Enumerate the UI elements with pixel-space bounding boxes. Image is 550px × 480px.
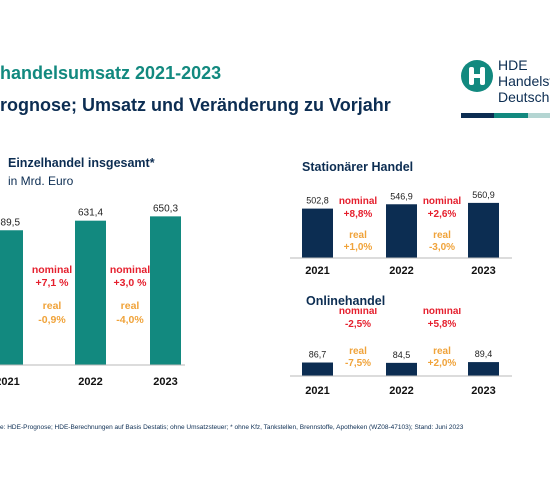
data-label: 589,5	[0, 217, 20, 228]
chart-title-einzelhandel: Einzelhandel insgesamt*	[8, 156, 155, 170]
data-label: 546,9	[390, 191, 413, 201]
real-label: real	[433, 230, 451, 241]
bar	[468, 202, 499, 258]
tick-label: 2022	[389, 385, 413, 397]
real-change: -3,0%	[429, 242, 455, 253]
tick-label: 2021	[305, 265, 329, 277]
tick-label: 2022	[389, 265, 413, 277]
data-label: 84,5	[393, 350, 411, 360]
data-label: 631,4	[78, 208, 103, 219]
real-label: real	[349, 230, 367, 241]
real-label: real	[43, 300, 62, 312]
nominal-label: nominal	[423, 308, 462, 317]
source-note: e: HDE-Prognose; HDE-Berechnungen auf Ba…	[0, 424, 464, 431]
logo-text-line2: Handelsv	[498, 73, 550, 89]
logo-text-line3: Deutsch	[498, 89, 550, 105]
data-label: 560,9	[472, 190, 495, 200]
tick-label: 2023	[471, 385, 495, 397]
bar	[150, 216, 181, 365]
tick-label: 2022	[78, 376, 102, 388]
real-change: +2,0%	[428, 358, 457, 369]
chart-online: 86,7 2021 84,5 2022 89,4 2023 nominal -2,5% real…	[290, 308, 512, 397]
tick-label: 2023	[471, 265, 495, 277]
real-label: real	[121, 300, 140, 312]
page-title: handelsumsatz 2021-2023	[0, 63, 222, 83]
nominal-change: -2,5%	[345, 319, 371, 330]
nominal-label: nominal	[339, 308, 378, 317]
logo-stripe	[528, 113, 550, 118]
real-change: -0,9%	[38, 314, 66, 326]
nominal-change: +3,0 %	[114, 277, 148, 289]
tick-label: 2023	[153, 376, 177, 388]
nominal-change: +5,8%	[428, 319, 457, 330]
real-change: -4,0%	[116, 314, 144, 326]
nominal-change: +2,6%	[428, 209, 457, 220]
logo-stripe	[494, 113, 528, 118]
logo-text-line1: HDE	[498, 57, 528, 73]
data-label: 650,3	[153, 203, 178, 214]
real-label: real	[433, 346, 451, 357]
nominal-label: nominal	[423, 196, 462, 207]
chart-subtitle-einzelhandel: in Mrd. Euro	[8, 174, 74, 188]
chart-title-stationaer: Stationärer Handel	[302, 160, 414, 174]
chart-stationaer: 502,8 2021 546,9 2022 560,9 2023 nominal +8,8% r…	[290, 190, 512, 277]
bar	[75, 220, 106, 365]
data-label: 502,8	[306, 196, 329, 206]
real-label: real	[349, 346, 367, 357]
bar	[386, 362, 417, 376]
bar	[302, 208, 333, 258]
page-subtitle: rognose; Umsatz und Veränderung zu Vorja…	[0, 95, 391, 115]
chart-title-online: Onlinehandel	[306, 294, 386, 308]
data-label: 86,7	[309, 350, 327, 360]
real-change: +1,0%	[344, 242, 373, 253]
bar	[386, 204, 417, 258]
data-label: 89,4	[475, 349, 493, 359]
bar	[0, 230, 23, 365]
nominal-label: nominal	[110, 264, 150, 276]
hde-logo-icon	[461, 60, 493, 92]
nominal-label: nominal	[339, 196, 378, 207]
bar	[302, 362, 333, 376]
tick-label: 2021	[0, 376, 20, 388]
nominal-change: +7,1 %	[36, 277, 70, 289]
tick-label: 2021	[305, 385, 329, 397]
bar	[468, 362, 499, 376]
nominal-label: nominal	[32, 264, 72, 276]
logo-stripe	[461, 113, 494, 118]
real-change: -7,5%	[345, 358, 371, 369]
nominal-change: +8,8%	[344, 209, 373, 220]
